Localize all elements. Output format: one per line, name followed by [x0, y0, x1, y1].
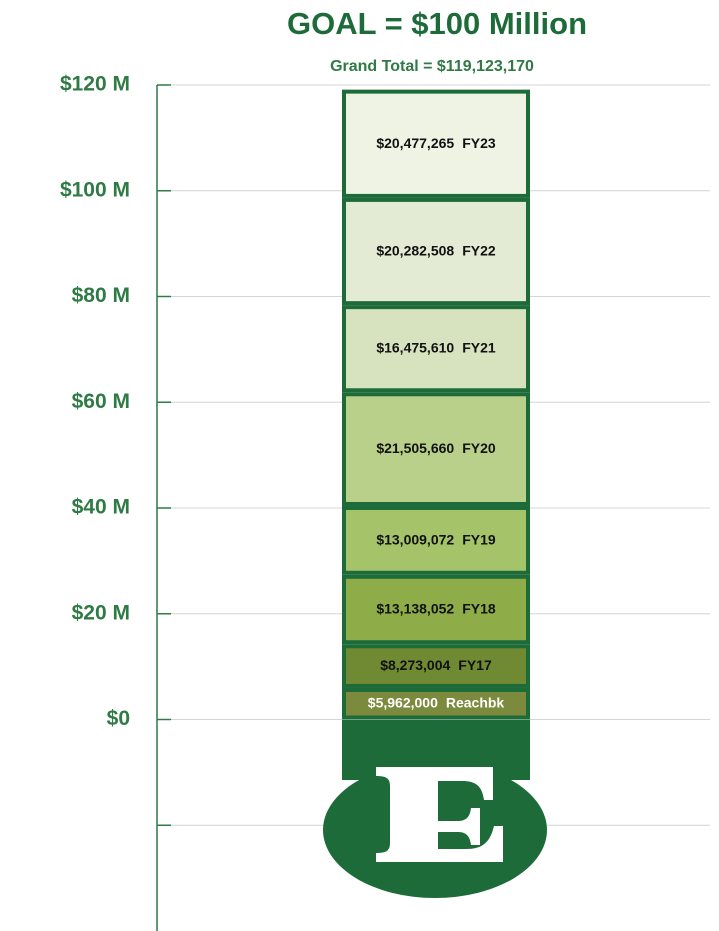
bar-segment: [342, 197, 530, 306]
chart-title: GOAL = $100 Million: [287, 6, 587, 41]
segment-label: $8,273,004 FY17: [380, 657, 492, 673]
y-tick-label: $40 M: [72, 496, 130, 519]
category-label: FY19: [462, 531, 496, 547]
bar-segment: [342, 89, 530, 198]
value-label: $13,138,052: [376, 600, 454, 616]
bar-segment: [342, 574, 530, 645]
segment-label: $20,282,508 FY22: [376, 242, 496, 258]
category-label: Reachbk: [446, 694, 505, 710]
category-label: FY23: [462, 134, 496, 150]
value-label: $21,505,660: [376, 440, 454, 456]
category-label: FY18: [462, 600, 496, 616]
value-label: $20,477,265: [376, 134, 454, 150]
bars: $5,962,000 Reachbk $8,273,004 FY17 $13,138,0…: [342, 89, 530, 720]
category-label: FY17: [458, 657, 492, 673]
value-label: $13,009,072: [376, 531, 454, 547]
y-tick-label: $20 M: [72, 601, 130, 624]
chart-subtitle: Grand Total = $119,123,170: [330, 58, 534, 75]
bar-segment: [342, 305, 530, 393]
segment-label: $20,477,265 FY23: [376, 134, 496, 150]
segment-label: $5,962,000 Reachbk: [368, 694, 505, 710]
logo-letter: [376, 767, 503, 862]
bar-segment: [342, 644, 530, 688]
value-label: $8,273,004: [380, 657, 450, 673]
bar-segment: [342, 505, 530, 575]
segment-label: $21,505,660 FY20: [376, 440, 496, 456]
y-tick-label: $60 M: [72, 390, 130, 413]
ticks: $0 $20 M $40 M $60 M $80 M $100 M $120 M: [60, 73, 130, 731]
segment-label: $16,475,610 FY21: [376, 339, 496, 355]
value-label: $16,475,610: [376, 339, 454, 355]
y-tick-label: $100 M: [60, 178, 130, 201]
y-tick-label: $80 M: [72, 284, 130, 307]
segment-label: $13,138,052 FY18: [376, 600, 496, 616]
category-label: FY21: [462, 339, 496, 355]
value-label: $5,962,000: [368, 694, 438, 710]
logo: [323, 720, 547, 898]
y-tick-label: $120 M: [60, 73, 130, 96]
segment-label: $13,009,072 FY19: [376, 531, 496, 547]
bar-segment: [342, 392, 530, 506]
y-tick-label: $0: [107, 707, 130, 730]
category-label: FY22: [462, 242, 496, 258]
category-label: FY20: [462, 440, 496, 456]
value-label: $20,282,508: [376, 242, 454, 258]
bar-segment: [342, 687, 530, 720]
